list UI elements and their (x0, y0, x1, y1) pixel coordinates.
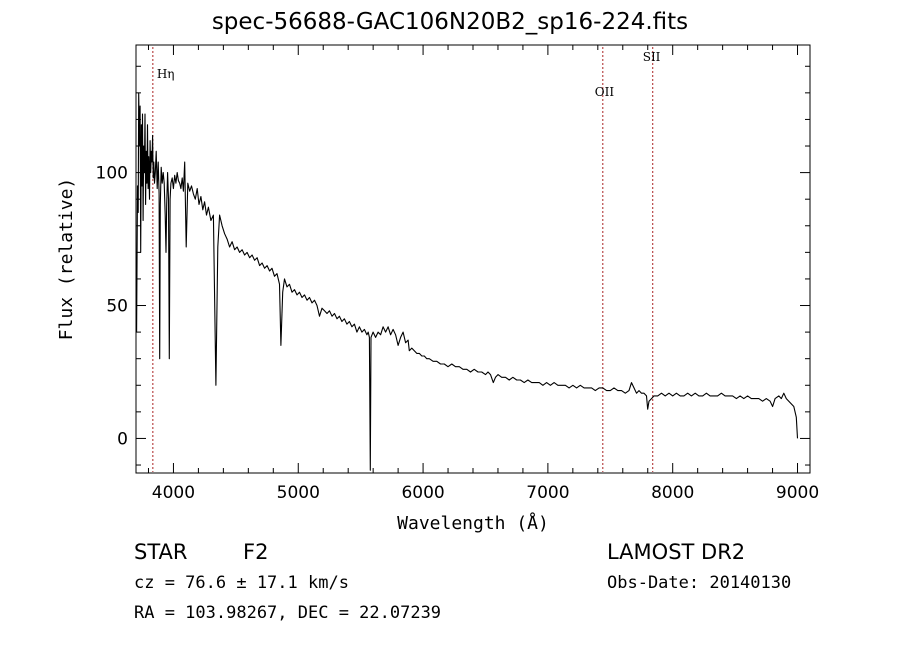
coordinates-line: RA = 103.98267, DEC = 22.07239 (134, 603, 442, 623)
spectral-line-label: OII (595, 85, 615, 99)
x-tick-label: 5000 (277, 483, 320, 503)
y-axis-label: Flux (relative) (56, 178, 77, 341)
x-tick-label: 6000 (401, 483, 444, 503)
plot-frame (135, 44, 811, 474)
redshift-line: cz = 76.6 ± 17.1 km/s (134, 573, 349, 593)
spectrum-line (136, 92, 799, 471)
y-tick-label: 100 (96, 164, 128, 184)
spectral-line-label: Hη (157, 67, 175, 81)
y-tick-label: 50 (106, 297, 128, 317)
chart-title: spec-56688-GAC106N20B2_sp16-224.fits (211, 9, 689, 35)
x-tick-label: 7000 (526, 483, 569, 503)
x-tick-label: 8000 (651, 483, 694, 503)
spectral-line-label: SII (643, 50, 661, 64)
x-tick-label: 9000 (776, 483, 819, 503)
x-axis-label: Wavelength (Å) (397, 512, 549, 534)
object-subclass-label: F2 (243, 540, 269, 564)
y-tick-label: 0 (117, 429, 128, 449)
object-class-label: STAR (134, 540, 188, 564)
obs-date-line: Obs-Date: 20140130 (607, 573, 792, 593)
survey-label: LAMOST DR2 (607, 540, 746, 564)
x-tick-label: 4000 (152, 483, 195, 503)
